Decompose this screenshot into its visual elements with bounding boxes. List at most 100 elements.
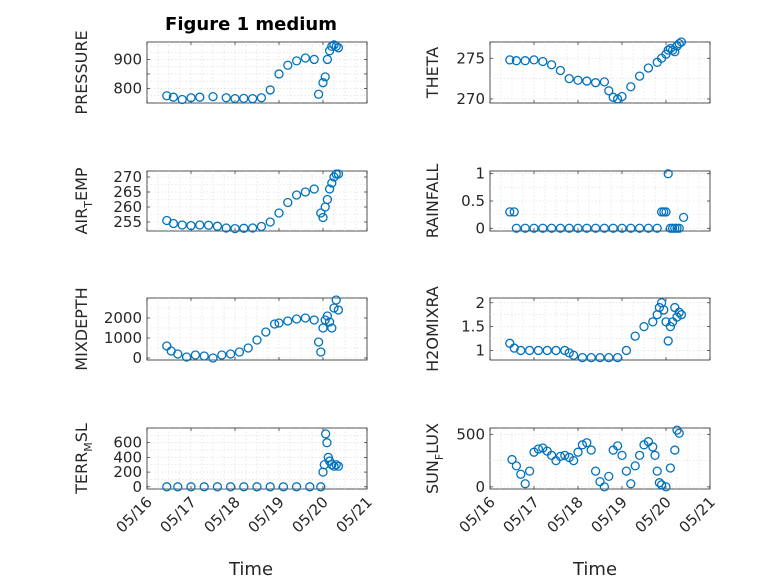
data-point <box>195 220 205 230</box>
x-tick-label: 05/18 <box>544 493 587 536</box>
y-tick-label: 500 <box>456 425 485 443</box>
data-point <box>327 41 337 52</box>
data-point <box>305 482 315 492</box>
x-tick-label: 05/20 <box>289 493 332 536</box>
data-point <box>577 440 588 450</box>
x-tick-label: 05/19 <box>588 493 631 536</box>
data-point <box>190 350 201 360</box>
data-point <box>265 217 275 227</box>
data-point <box>538 223 548 233</box>
data-point <box>327 460 337 470</box>
data-point <box>630 331 640 341</box>
data-point <box>243 343 253 353</box>
data-point <box>291 314 302 324</box>
data-point <box>612 441 623 451</box>
y-tick-label: 900 <box>113 50 142 68</box>
data-point <box>533 345 544 356</box>
y-axis-label: MIXDEPTH <box>72 287 91 370</box>
y-axis-label: TERRMSL <box>72 423 95 495</box>
y-tick-label: 2 <box>475 294 485 312</box>
y-axis-label: THETA <box>423 47 442 99</box>
axes-frame <box>489 41 711 104</box>
data-point <box>265 85 275 95</box>
y-tick-label: 1 <box>475 165 485 183</box>
data-point <box>577 352 588 363</box>
data-point <box>665 463 676 473</box>
data-point <box>604 471 614 482</box>
data-point <box>582 223 592 233</box>
data-point <box>551 345 561 356</box>
data-point <box>230 93 240 104</box>
data-point <box>324 46 335 56</box>
data-point <box>331 41 341 52</box>
data-point <box>582 438 592 448</box>
data-point <box>538 56 548 67</box>
data-point <box>300 187 311 197</box>
data-point <box>573 223 583 233</box>
data-point <box>520 479 530 489</box>
data-point <box>608 223 618 233</box>
subplot-pressure: 800 900 PRESSURE <box>72 30 368 115</box>
data-point <box>555 451 566 462</box>
data-point <box>252 335 262 345</box>
x-tick-label: 05/20 <box>632 493 675 536</box>
data-point <box>300 53 311 63</box>
data-point <box>505 55 515 65</box>
data-point <box>599 223 610 233</box>
y-axis-label: H2OMIXRA <box>423 286 442 372</box>
data-point <box>225 349 236 359</box>
y-tick-label: 260 <box>113 198 142 216</box>
data-point <box>199 351 209 361</box>
data-point <box>324 317 335 327</box>
data-point <box>168 92 179 102</box>
data-point <box>648 317 658 327</box>
data-point <box>256 221 267 232</box>
data-point <box>313 337 324 347</box>
subplot-sun_flux: 0 500 SUNFLUX 05/16 05/17 05/18 05/19 05/20 05/2… <box>423 423 719 536</box>
data-point <box>283 197 293 208</box>
data-point <box>208 91 218 102</box>
data-point <box>322 438 332 448</box>
data-point <box>333 461 344 471</box>
data-point <box>520 56 530 66</box>
x-tick-label: 05/18 <box>201 493 244 536</box>
y-tick-label: 1000 <box>104 329 142 347</box>
subplot-h2omixra: 1 1.5 2 H2OMIXRA <box>423 286 711 372</box>
data-point <box>509 343 519 353</box>
figure-title: Figure 1 medium <box>165 14 337 35</box>
y-axis-label: AIRTEMP <box>72 167 95 234</box>
data-point <box>654 302 665 313</box>
data-point <box>529 55 539 65</box>
data-point <box>313 89 324 99</box>
data-point <box>320 429 331 439</box>
data-point <box>604 86 614 96</box>
data-point <box>322 54 333 65</box>
data-point <box>617 91 627 102</box>
data-point <box>586 352 596 363</box>
data-point <box>505 207 515 217</box>
data-point <box>674 223 684 233</box>
data-point <box>173 482 183 492</box>
data-point <box>333 305 344 315</box>
data-point <box>568 455 579 466</box>
data-point <box>212 221 223 231</box>
data-point <box>181 352 192 362</box>
data-point <box>162 91 172 101</box>
data-point <box>327 178 337 188</box>
x-axis-label-right: Time <box>572 559 617 580</box>
data-point <box>291 56 302 66</box>
data-point <box>634 71 645 81</box>
data-point <box>247 223 258 233</box>
data-point <box>212 482 223 492</box>
data-point <box>634 450 645 460</box>
data-point <box>546 60 557 70</box>
y-tick-label: 270 <box>456 90 485 108</box>
axes-frame <box>489 427 711 490</box>
data-point <box>621 466 632 476</box>
data-point <box>322 194 333 205</box>
data-point <box>274 318 284 328</box>
data-point <box>283 60 293 70</box>
data-point <box>560 345 570 356</box>
y-tick-label: 255 <box>113 213 142 231</box>
data-point <box>663 336 673 346</box>
